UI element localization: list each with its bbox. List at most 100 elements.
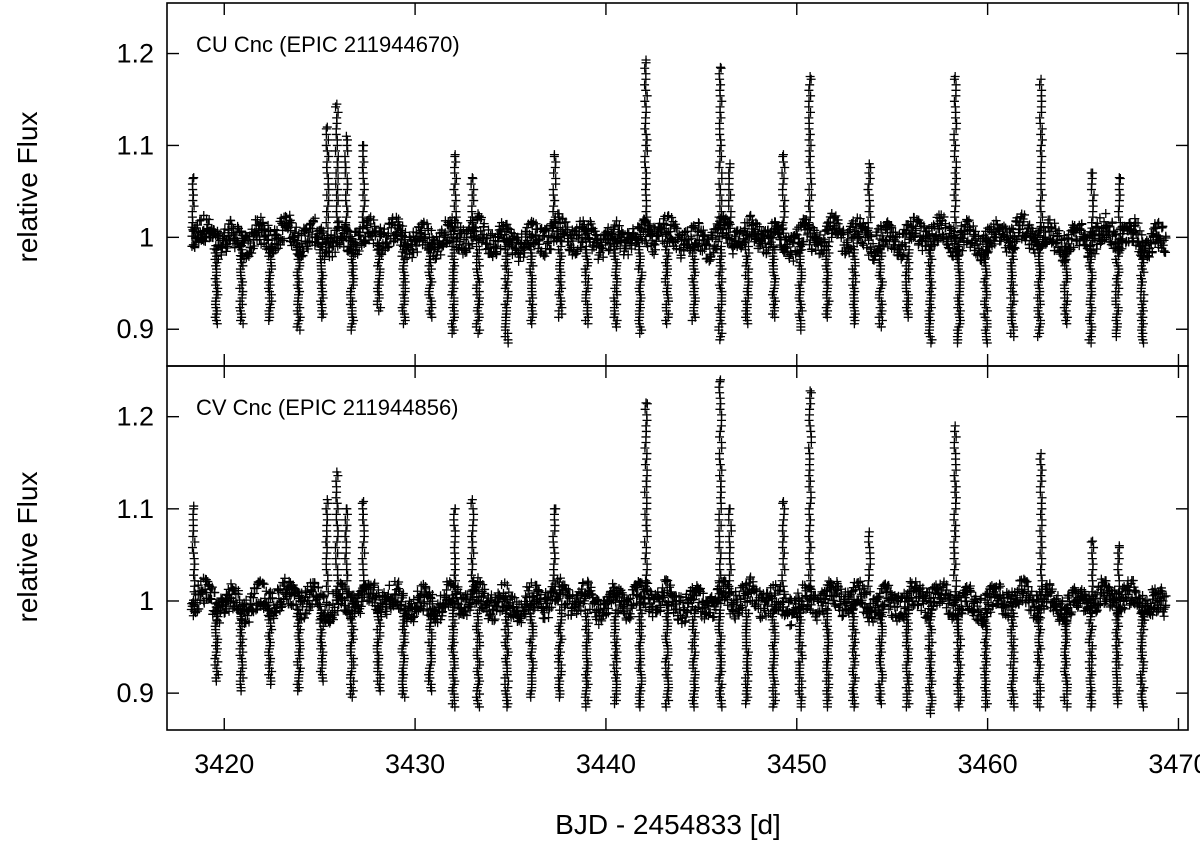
data-point [322,146,332,156]
data-point [610,220,620,230]
data-point [359,237,369,247]
data-point [266,226,276,236]
data-point [342,212,352,222]
data-point [805,162,815,172]
data-point [549,150,559,160]
data-point [799,237,809,247]
data-point [641,69,651,79]
data-point [640,218,650,228]
data-point [247,248,257,258]
data-point [804,146,814,156]
data-point [375,223,385,233]
data-point [725,588,735,598]
data-point [281,211,291,221]
data-point [1002,247,1012,257]
data-point [714,69,724,79]
data-point [188,174,198,184]
data-point [807,179,817,189]
data-point [641,140,651,150]
data-point [950,168,960,178]
data-point [1036,196,1046,206]
data-point [374,306,384,316]
data-point [322,157,332,167]
data-point [1041,227,1051,237]
data-point [717,96,727,106]
data-point [277,601,287,611]
data-point [1087,218,1097,228]
data-point [259,579,269,589]
data-point [1100,235,1110,245]
data-point [189,201,199,211]
data-point [640,96,650,106]
data-point [1159,246,1169,256]
data-point [642,135,652,145]
data-point [949,96,959,106]
data-point [804,185,814,195]
data-point [964,225,974,235]
data-point [323,174,333,184]
data-point [331,179,341,189]
data-point [1135,226,1145,236]
data-point [980,253,990,263]
data-point [688,223,698,233]
data-point [724,168,734,178]
data-point [1069,242,1079,252]
data-point [611,322,621,332]
data-point [950,146,960,156]
data-point [866,212,876,222]
data-point [921,241,931,251]
data-point [334,216,344,226]
data-point [264,316,274,326]
data-point [369,215,379,225]
data-point [671,219,681,229]
data-point [396,226,406,236]
data-point [642,91,652,101]
data-point [533,235,543,245]
data-point [597,243,607,253]
data-point [1006,237,1016,247]
data-point [249,588,259,598]
data-point [606,240,616,250]
data-point [1114,207,1124,217]
data-point [548,207,558,217]
data-point [951,80,961,90]
data-point [360,236,370,246]
data-point [196,215,206,225]
y-tick-label: 1.2 [116,402,154,432]
data-point [804,113,814,123]
data-point [641,185,651,195]
data-point [728,243,738,253]
data-point [662,319,672,329]
data-point [1161,233,1171,243]
data-point [548,185,558,195]
data-point [687,234,697,244]
data-point [321,140,331,150]
data-point [546,244,556,254]
data-point [532,580,542,590]
data-point [359,140,369,150]
data-point [603,223,613,233]
data-point [805,207,815,217]
data-point [789,237,799,247]
data-point [743,319,753,329]
data-point [704,256,714,266]
data-point [855,214,865,224]
data-point [322,122,332,132]
data-point [341,218,351,228]
y-tick-label: 1.2 [116,39,154,69]
data-point [342,174,352,184]
x-tick-label: 3470 [1148,749,1200,779]
data-point [333,174,343,184]
data-point [1088,196,1098,206]
data-point [519,244,529,254]
data-point [1036,146,1045,156]
data-point [411,241,421,251]
data-point [332,113,342,123]
data-point [389,236,399,246]
data-point [1146,239,1156,249]
data-point [778,218,788,228]
data-point [1036,129,1046,139]
data-point [412,237,422,247]
data-point [640,63,650,73]
data-point [549,168,559,178]
